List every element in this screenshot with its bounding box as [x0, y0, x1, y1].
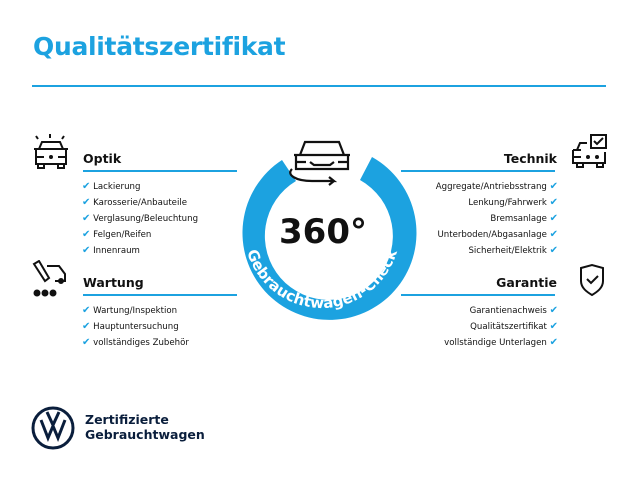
list-item: vollständige Unterlagen ✔ [444, 337, 558, 348]
check-icon: ✔ [549, 321, 558, 332]
check-icon: ✔ [549, 229, 558, 240]
section-title-optik: Optik [83, 151, 122, 166]
check-icon: ✔ [82, 213, 91, 224]
check-icon: ✔ [82, 337, 91, 348]
section-title-technik: Technik [503, 151, 557, 166]
footer-line2: Gebrauchtwagen [85, 427, 205, 442]
optik-list: ✔ Lackierung ✔ Karosserie/Anbauteile ✔ V… [82, 179, 198, 259]
check-icon: ✔ [82, 305, 91, 316]
list-item: ✔ Karosserie/Anbauteile [82, 197, 188, 208]
list-item: ✔ Lackierung [82, 181, 141, 192]
list-item: ✔ Innenraum [82, 245, 140, 256]
badge-number: 360° [279, 212, 367, 252]
check-icon: ✔ [82, 229, 91, 240]
check-icon: ✔ [549, 197, 558, 208]
list-item: Lenkung/Fahrwerk ✔ [468, 197, 558, 208]
list-item: Aggregate/Antriebsstrang ✔ [435, 181, 558, 192]
list-item: ✔ Felgen/Reifen [82, 229, 152, 240]
car-checkbox-icon [572, 134, 607, 168]
list-item: Sicherheit/Elektrik ✔ [468, 245, 558, 256]
section-divider-optik [83, 170, 237, 172]
list-item: ✔ Hauptuntersuchung [82, 321, 179, 332]
list-item: Garantienachweis ✔ [469, 305, 558, 316]
car-lights-icon [34, 134, 68, 169]
page-title: Qualitätszertifikat [33, 32, 286, 61]
check-icon: ✔ [82, 245, 91, 256]
list-item: ✔ Verglasung/Beleuchtung [82, 213, 199, 224]
section-divider-technik [401, 170, 555, 172]
check-icon: ✔ [549, 213, 558, 224]
vw-logo [31, 406, 75, 450]
check-icon: ✔ [549, 305, 558, 316]
car-rotate-icon [289, 140, 350, 186]
check-icon: ✔ [549, 245, 558, 256]
section-title-wartung: Wartung [83, 275, 144, 290]
list-item: Qualitätszertifikat ✔ [470, 321, 558, 332]
section-divider-garantie [401, 294, 555, 296]
footer-line1: Zertifizierte [85, 412, 169, 427]
check-icon: ✔ [82, 181, 91, 192]
list-item: Bremsanlage ✔ [490, 213, 558, 224]
garantie-list: Garantienachweis ✔ Qualitätszertifikat ✔… [444, 303, 558, 351]
list-item: Unterboden/Abgasanlage ✔ [437, 229, 559, 240]
wrench-car-icon [32, 260, 66, 297]
title-divider [32, 85, 606, 87]
wartung-list: ✔ Wartung/Inspektion ✔ Hauptuntersuchung… [82, 303, 189, 351]
list-item: ✔ Wartung/Inspektion [82, 305, 178, 316]
360-check-badge: 360° Gebrauchtwagen-Check [242, 140, 417, 320]
list-item: ✔ vollständiges Zubehör [82, 337, 189, 348]
check-icon: ✔ [549, 337, 558, 348]
section-divider-wartung [83, 294, 237, 296]
shield-check-icon [580, 263, 604, 297]
check-icon: ✔ [549, 181, 558, 192]
footer-label: Zertifizierte Gebrauchtwagen [85, 412, 205, 442]
section-title-garantie: Garantie [496, 275, 557, 290]
technik-list: Aggregate/Antriebsstrang ✔ Lenkung/Fahrw… [436, 179, 558, 259]
check-icon: ✔ [82, 321, 91, 332]
check-icon: ✔ [82, 197, 91, 208]
